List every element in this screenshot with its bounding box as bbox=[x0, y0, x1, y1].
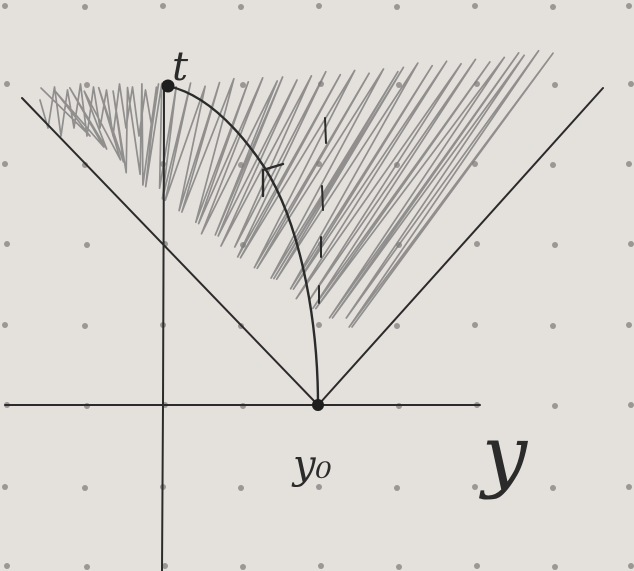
worldline-curve bbox=[166, 84, 320, 407]
point-y0 bbox=[312, 399, 324, 411]
time-axis-line bbox=[161, 81, 165, 571]
grid-dot bbox=[318, 563, 324, 569]
grid-dot bbox=[394, 4, 400, 10]
grid-dot bbox=[552, 564, 558, 570]
cone-left-edge bbox=[21, 97, 318, 405]
grid-dot bbox=[316, 322, 322, 328]
grid-dot bbox=[238, 4, 244, 10]
direction-arrow-icon bbox=[261, 162, 285, 198]
grid-dot bbox=[628, 402, 634, 408]
grid-dot bbox=[474, 241, 480, 247]
cone-shading bbox=[39, 49, 554, 328]
grid-dot bbox=[240, 564, 246, 570]
grid-dot bbox=[2, 161, 8, 167]
grid-dot bbox=[316, 484, 322, 490]
grid-dot bbox=[472, 322, 478, 328]
label-y: y bbox=[479, 408, 529, 501]
grid-dot bbox=[394, 323, 400, 329]
grid-dot bbox=[474, 563, 480, 569]
cone-right-edge bbox=[319, 87, 604, 404]
grid-dot bbox=[628, 81, 634, 87]
grid-dot bbox=[160, 3, 166, 9]
grid-dot bbox=[472, 484, 478, 490]
grid-dot bbox=[550, 323, 556, 329]
grid-dot bbox=[626, 3, 632, 9]
grid-dot bbox=[628, 241, 634, 247]
grid-dot bbox=[240, 82, 246, 88]
grid-dot bbox=[472, 3, 478, 9]
grid-dot bbox=[628, 563, 634, 569]
grid-dot bbox=[550, 4, 556, 10]
grid-dot bbox=[82, 323, 88, 329]
grid-dot bbox=[316, 3, 322, 9]
label-t: t bbox=[172, 44, 189, 90]
dashed-guide bbox=[318, 117, 327, 304]
grid-dot bbox=[238, 485, 244, 491]
grid-dot bbox=[550, 485, 556, 491]
grid-dot bbox=[4, 563, 10, 569]
grid-dot bbox=[2, 322, 8, 328]
grid-dot bbox=[84, 564, 90, 570]
grid-dot bbox=[2, 484, 8, 490]
grid-dot bbox=[626, 322, 632, 328]
grid-dot bbox=[626, 484, 632, 490]
grid-dot bbox=[396, 82, 402, 88]
grid-dot bbox=[82, 485, 88, 491]
grid-dot bbox=[2, 3, 8, 9]
grid-dot bbox=[394, 485, 400, 491]
grid-dot bbox=[162, 563, 168, 569]
label-y0: y₀ bbox=[291, 442, 332, 488]
grid-dot bbox=[84, 242, 90, 248]
grid-dot bbox=[550, 162, 556, 168]
grid-dot bbox=[552, 242, 558, 248]
grid-dot bbox=[396, 564, 402, 570]
grid-dot bbox=[4, 81, 10, 87]
grid-dot bbox=[4, 241, 10, 247]
grid-dot bbox=[626, 161, 632, 167]
point-t bbox=[161, 79, 175, 93]
grid-dot bbox=[552, 82, 558, 88]
grid-dot bbox=[84, 82, 90, 88]
grid-dot bbox=[82, 4, 88, 10]
grid-dot bbox=[552, 403, 558, 409]
